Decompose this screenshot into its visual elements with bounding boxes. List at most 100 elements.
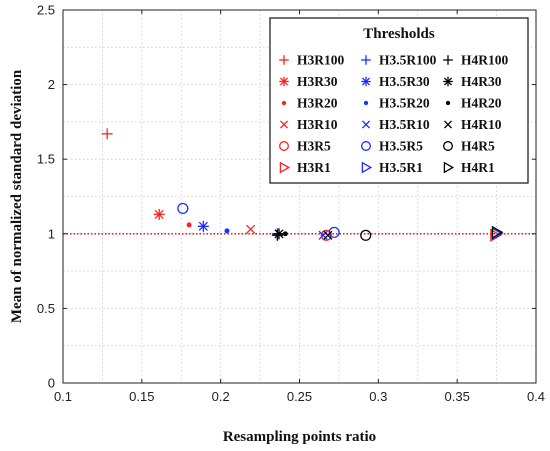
legend-marker (279, 161, 291, 174)
marker-stroke (323, 230, 333, 240)
marker-stroke (279, 120, 289, 129)
marker-circle (177, 202, 189, 215)
y-tick-label: 0.5 (37, 301, 55, 316)
marker-stroke (361, 120, 371, 129)
legend-marker (361, 120, 371, 129)
legend-label: H3R30 (297, 74, 338, 89)
legend-label: H3R10 (297, 117, 338, 132)
marker-stroke (154, 209, 164, 219)
data-point-h3r20 (186, 222, 192, 228)
legend-label: H4R30 (461, 74, 502, 89)
data-point-h3-5r20 (224, 228, 230, 234)
legend: Thresholds H3R100H3R30H3R20H3R10H3R5H3R1… (269, 17, 529, 184)
legend-label: H4R1 (461, 160, 495, 175)
y-tick-label: 0 (48, 376, 55, 391)
x-tick-label: 0.2 (212, 389, 230, 404)
data-point-h4r1 (491, 225, 504, 239)
x-tick-label: 0.25 (287, 389, 312, 404)
legend-marker (279, 120, 289, 129)
legend-label: H3R100 (297, 53, 345, 68)
legend-label: H3.5R5 (379, 139, 423, 154)
legend-marker (279, 76, 289, 87)
legend-marker (361, 55, 371, 65)
marker-dot (224, 228, 230, 234)
legend-items: H3R100 H3R30 H3R20 H3R10 H3R5 H3R1 H3.5R100 H3.… (279, 53, 509, 175)
legend-label: H3.5R30 (379, 74, 430, 89)
data-point-h3-5r5 (328, 226, 340, 238)
data-point-h3-5r30 (197, 220, 209, 232)
legend-label: H3.5R10 (379, 117, 430, 132)
marker-dot (363, 100, 369, 106)
legend-marker (443, 161, 455, 174)
legend-label: H4R10 (461, 117, 502, 132)
marker-dot (282, 231, 288, 237)
legend-label: H4R5 (461, 139, 495, 154)
data-point-h4r30 (273, 228, 285, 240)
y-axis-ticks: 0 0.5 1 1.5 2 2.5 (37, 3, 536, 391)
marker-triangle (491, 225, 504, 239)
marker-triangle (361, 161, 373, 174)
data-point-h3r10 (246, 224, 256, 234)
y-tick-label: 2 (48, 77, 55, 92)
marker-dot (186, 222, 192, 228)
marker-circle (279, 141, 289, 151)
legend-label: H3.5R20 (379, 96, 430, 111)
legend-label: H3.5R100 (379, 53, 437, 68)
y-tick-label: 1.5 (37, 152, 55, 167)
y-axis-title: Mean of normalized standard deviation (9, 69, 25, 323)
data-point-h4r5 (360, 229, 372, 241)
data-point-h3r100 (101, 128, 113, 140)
legend-label: H3R1 (297, 160, 331, 175)
legend-marker (445, 100, 451, 106)
data-point-h3-5r5 (177, 202, 189, 215)
x-axis-ticks: 0.1 0.15 0.2 0.25 0.3 0.35 0.4 (54, 10, 545, 404)
x-tick-label: 0.35 (445, 389, 470, 404)
legend-label: H3.5R1 (379, 160, 423, 175)
marker-triangle (279, 161, 291, 174)
marker-stroke (198, 221, 208, 231)
legend-marker (443, 76, 453, 87)
data-points (101, 128, 504, 242)
marker-stroke (279, 77, 289, 86)
marker-stroke (443, 120, 453, 129)
data-point-h4r10 (323, 230, 333, 240)
marker-circle (443, 141, 453, 151)
legend-label: H3R5 (297, 139, 331, 154)
data-point-h3r30 (153, 208, 165, 220)
marker-circle (361, 141, 371, 151)
legend-marker (361, 76, 371, 87)
marker-circle (360, 229, 372, 241)
marker-dot (445, 100, 451, 106)
marker-stroke (274, 229, 284, 239)
marker-dot (281, 100, 287, 106)
legend-marker (361, 161, 373, 174)
marker-triangle (443, 161, 455, 174)
x-tick-label: 0.3 (369, 389, 387, 404)
y-tick-label: 2.5 (37, 3, 55, 18)
legend-marker (363, 100, 369, 106)
legend-label: H4R20 (461, 96, 502, 111)
y-tick-label: 1 (48, 226, 55, 241)
marker-stroke (443, 77, 453, 86)
x-axis-title: Resampling points ratio (223, 429, 376, 445)
legend-marker (443, 55, 453, 65)
data-point-h3r5 (320, 229, 332, 241)
marker-stroke (361, 77, 371, 86)
legend-box (269, 17, 529, 184)
data-point-h4r20 (282, 231, 288, 237)
marker-circle (320, 229, 332, 241)
marker-stroke (246, 224, 256, 234)
legend-marker (279, 141, 289, 151)
legend-marker (443, 141, 453, 151)
legend-label: H4R100 (461, 53, 509, 68)
x-tick-label: 0.1 (54, 389, 72, 404)
x-tick-label: 0.15 (129, 389, 154, 404)
marker-circle (328, 226, 340, 238)
legend-marker (281, 100, 287, 106)
legend-marker (443, 120, 453, 129)
legend-title: Thresholds (363, 26, 435, 42)
legend-marker (361, 141, 371, 151)
legend-label: H3R20 (297, 96, 338, 111)
x-tick-label: 0.4 (527, 389, 545, 404)
